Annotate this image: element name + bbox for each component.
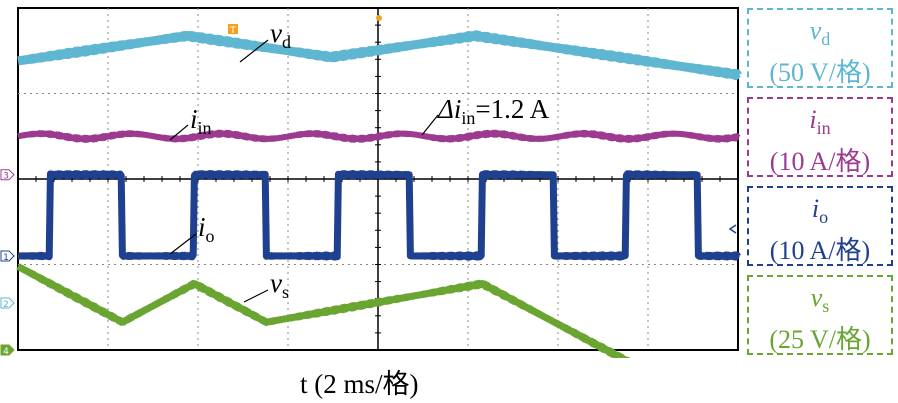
right-level-marker bbox=[728, 224, 737, 234]
legend-vs-symbol: v bbox=[810, 283, 823, 312]
annotations: vd iin Δiin=1.2 A io vs bbox=[169, 18, 550, 303]
trace-vs bbox=[15, 263, 631, 358]
trigger-dot bbox=[376, 15, 382, 21]
legend-io-symbol: i bbox=[811, 194, 820, 223]
legend-vs-scale: (25 V/格) bbox=[769, 325, 871, 355]
legend-iin-symbol: i bbox=[809, 105, 817, 134]
trace-vd bbox=[14, 30, 742, 81]
channel-marker-1: 1 bbox=[0, 250, 15, 263]
legend-io: io (10 A/格) bbox=[747, 186, 893, 266]
leader-line bbox=[239, 39, 269, 63]
annotation-iin-label: iin bbox=[169, 104, 212, 141]
leader-line bbox=[243, 289, 269, 303]
annotation-text: vs bbox=[270, 268, 289, 302]
annotation-text: io bbox=[198, 212, 215, 246]
annotation-vs-label: vs bbox=[243, 268, 289, 303]
legend-vs-sub: s bbox=[822, 296, 830, 317]
x-axis-label: t (2 ms/格) bbox=[300, 369, 419, 399]
leader-line bbox=[421, 114, 439, 136]
legend-vd: vd (50 V/格) bbox=[747, 8, 893, 88]
legend-iin-scale: (10 A/格) bbox=[769, 147, 871, 177]
legend-io-sub: o bbox=[819, 207, 829, 228]
legend-vd-scale: (50 V/格) bbox=[769, 58, 871, 88]
annotation-text: Δiin=1.2 A bbox=[437, 94, 550, 128]
legend-vd-symbol: v bbox=[809, 16, 822, 45]
channel-marker-label: 1 bbox=[3, 253, 9, 263]
annotation-io-label: io bbox=[169, 212, 215, 255]
channel-marker-3: 3 bbox=[0, 169, 15, 182]
annotation-text: vd bbox=[270, 18, 291, 52]
leader-line bbox=[169, 124, 189, 141]
legend-iin: iin (10 A/格) bbox=[747, 97, 893, 177]
legend-iin-sub: in bbox=[816, 118, 831, 139]
annotation-iin-ripple: Δiin=1.2 A bbox=[421, 94, 550, 136]
channel-markers: 3 1 2 4 T bbox=[0, 15, 737, 357]
channel-marker-label: 4 bbox=[3, 347, 9, 357]
trace-io bbox=[15, 170, 741, 261]
annotation-text: iin bbox=[190, 104, 212, 138]
legend-vs: vs (25 V/格) bbox=[747, 275, 893, 355]
legend-io-scale: (10 A/格) bbox=[769, 236, 871, 266]
channel-marker-4: 4 bbox=[0, 344, 15, 357]
oscilloscope-plot: 3 1 2 4 T vd iin Δiin=1.2 A io vs bbox=[0, 7, 742, 358]
channel-marker-label: 3 bbox=[3, 172, 9, 182]
trigger-marker-label: T bbox=[229, 26, 236, 36]
channel-marker-label: 2 bbox=[3, 300, 9, 310]
grid bbox=[17, 7, 739, 351]
trace-iin bbox=[16, 129, 741, 143]
channel-marker-2: 2 bbox=[0, 297, 15, 310]
trigger-marker: T bbox=[228, 24, 238, 36]
leader-line bbox=[169, 233, 197, 255]
traces bbox=[14, 30, 742, 358]
annotation-vd-label: vd bbox=[239, 18, 291, 63]
legend-vd-sub: d bbox=[821, 29, 831, 50]
